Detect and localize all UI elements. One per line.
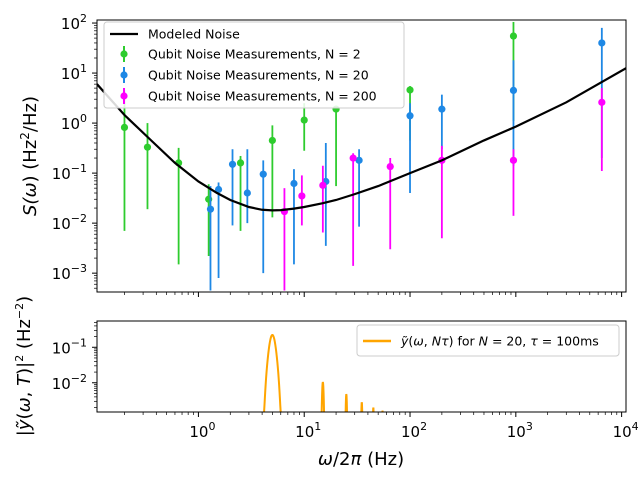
data-point xyxy=(355,156,363,164)
y-tick-label: 10−3 xyxy=(52,262,87,283)
legend-label-n20: Qubit Noise Measurements, N = 20 xyxy=(148,68,369,83)
x-tick-label: 102 xyxy=(401,420,427,441)
data-point xyxy=(406,86,414,94)
data-point xyxy=(259,170,267,178)
data-point xyxy=(214,185,223,194)
data-point xyxy=(206,205,215,213)
top-axes-frame xyxy=(96,19,627,293)
y-tick-label: 102 xyxy=(61,12,87,33)
y-tick-label: 100 xyxy=(61,112,87,133)
data-point xyxy=(143,143,152,151)
top-legend: Modeled Noise Qubit Noise Measurements, … xyxy=(103,21,405,109)
data-point xyxy=(300,116,308,124)
legend-swatch-n20 xyxy=(120,67,128,83)
legend-label-n2: Qubit Noise Measurements, N = 2 xyxy=(148,47,361,62)
top-legend-frame xyxy=(103,21,405,109)
y-tick-label: 101 xyxy=(61,62,87,83)
bottom-axes-frame xyxy=(96,320,627,413)
bottom-legend: ỹ(ω, Nτ) for N = 20, τ = 100ms xyxy=(356,324,620,357)
legend-label-filter-function: ỹ(ω, Nτ) for N = 20, τ = 100ms xyxy=(400,334,599,349)
data-point xyxy=(319,181,327,189)
x-tick-label: 101 xyxy=(295,420,321,441)
bottom-x-axis-label: ω/2π (Hz) xyxy=(318,449,404,470)
data-point xyxy=(438,105,446,113)
noise-spectrum-panel: 10−3 10−2 10−1 100 101 102 S(ω) (Hz2/Hz) Mode… xyxy=(18,12,627,297)
bottom-legend-frame xyxy=(356,324,620,357)
data-point xyxy=(236,159,245,167)
data-point xyxy=(298,192,306,200)
x-tick-label: 100 xyxy=(189,420,215,441)
legend-label-modeled-noise: Modeled Noise xyxy=(148,27,240,42)
y-tick-label: 10−2 xyxy=(52,212,87,233)
data-point xyxy=(290,179,298,188)
legend-label-n200: Qubit Noise Measurements, N = 200 xyxy=(148,89,377,104)
filter-function-panel: 10−2 10−1 100 101 102 103 104 |ỹ(ω, T)|2 (Hz−… xyxy=(13,296,639,470)
x-tick-label: 104 xyxy=(613,420,639,441)
y-tick-label: 10−1 xyxy=(52,162,87,183)
data-point xyxy=(598,39,606,47)
data-point xyxy=(228,160,237,168)
data-point xyxy=(120,123,129,131)
data-point xyxy=(243,189,251,197)
data-point xyxy=(598,98,606,106)
modeled-noise-line xyxy=(97,67,626,212)
legend-swatch-n200 xyxy=(120,88,128,104)
data-point xyxy=(406,112,414,120)
data-point xyxy=(386,162,394,171)
top-y-axis-label: S(ω) (Hz2/Hz) xyxy=(18,96,41,216)
data-point xyxy=(509,32,518,40)
data-point xyxy=(509,156,518,164)
bottom-y-ticks: 10−2 10−1 xyxy=(52,322,97,408)
y-tick-label: 10−1 xyxy=(52,336,87,357)
y-tick-label: 10−2 xyxy=(52,372,87,393)
data-point xyxy=(349,154,357,162)
bottom-y-axis-label: |ỹ(ω, T)|2 (Hz−2) xyxy=(13,296,35,436)
legend-swatch-n2 xyxy=(120,46,128,62)
top-series-layer xyxy=(120,21,606,291)
x-tick-label: 103 xyxy=(507,420,533,441)
data-point xyxy=(509,86,518,95)
data-point xyxy=(268,136,276,145)
